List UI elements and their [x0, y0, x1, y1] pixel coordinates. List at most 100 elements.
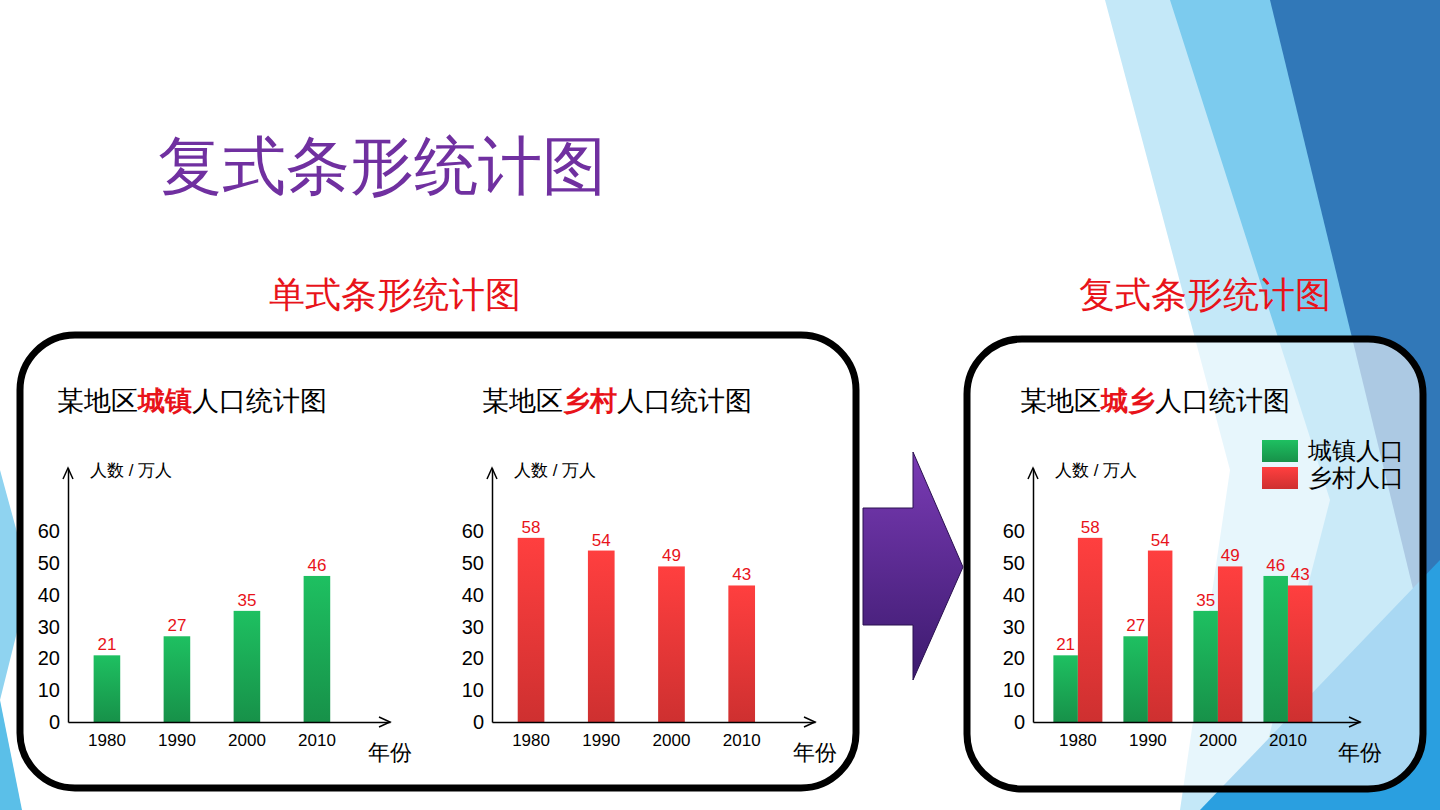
y-tick-label: 40 [38, 584, 60, 606]
panel-box [967, 339, 1423, 789]
y-tick-label: 50 [1003, 552, 1025, 574]
y-tick: 40 [1003, 584, 1033, 606]
bar [1263, 576, 1288, 722]
bar [588, 551, 615, 722]
legend-swatch [1262, 467, 1298, 489]
legend: 城镇人口乡村人口 [1262, 437, 1404, 491]
chart: 某地区城乡人口统计图212735465854494301020304050601… [1003, 386, 1404, 765]
data-label: 49 [1221, 546, 1240, 565]
title-part: 城乡 [1100, 386, 1155, 416]
x-tick-label: 1990 [582, 731, 620, 750]
x-axis: 1980 1990 2000 2010 [69, 722, 391, 750]
x-tick-label: 2000 [653, 731, 691, 750]
chart-title: 某地区乡村人口统计图 [482, 386, 752, 416]
title-part: 某地区 [482, 386, 563, 416]
y-tick-label: 10 [38, 679, 60, 701]
bar [164, 636, 191, 722]
y-axis: 0 10 20 30 40 50 60 [1003, 469, 1034, 733]
x-tick-label: 1990 [158, 731, 196, 750]
chart: 某地区乡村人口统计图585449430102030405060198019902… [462, 386, 837, 765]
y-tick-label: 60 [38, 520, 60, 542]
y-tick: 30 [38, 616, 68, 638]
data-label: 49 [662, 546, 681, 565]
legend-label: 城镇人口 [1307, 437, 1404, 464]
y-tick: 10 [1003, 679, 1033, 701]
y-tick: 0 [49, 711, 68, 733]
title-part: 人口统计图 [617, 386, 752, 416]
y-tick: 0 [1014, 711, 1033, 733]
y-tick: 20 [1003, 647, 1033, 669]
data-label: 58 [522, 518, 541, 537]
data-label: 27 [1126, 616, 1145, 635]
bar [1193, 611, 1218, 722]
y-tick: 30 [1003, 616, 1033, 638]
y-tick: 20 [462, 647, 492, 669]
y-tick: 60 [38, 520, 68, 542]
y-tick: 10 [462, 679, 492, 701]
y-tick: 40 [38, 584, 68, 606]
bar [1053, 655, 1078, 722]
title-part: 城镇 [137, 386, 192, 416]
y-tick-label: 30 [462, 616, 484, 638]
y-tick-label: 10 [1003, 679, 1025, 701]
slide-title: 复式条形统计图 [158, 130, 606, 202]
x-tick: 1980 [88, 722, 126, 750]
title-part: 某地区 [1020, 386, 1101, 416]
y-tick-label: 20 [38, 647, 60, 669]
bar [234, 611, 261, 722]
x-tick-label: 2010 [1269, 731, 1307, 750]
bars [518, 538, 755, 722]
bar [1148, 551, 1173, 722]
decoration [0, 0, 1440, 810]
chart-title: 某地区城乡人口统计图 [1020, 386, 1290, 416]
section-heading: 单式条形统计图 [269, 274, 521, 315]
data-labels: 21273546 [97, 556, 326, 654]
y-axis: 0102030405060 [462, 469, 493, 733]
y-tick: 50 [1003, 552, 1033, 574]
bars [94, 576, 331, 722]
x-tick: 2010 [298, 722, 336, 750]
data-label: 46 [307, 556, 326, 575]
chart-title: 某地区城镇人口统计图 [57, 386, 327, 416]
y-axis-line [1033, 469, 1035, 723]
title-part: 某地区 [57, 386, 138, 416]
x-axis: 1980199020002010 [493, 722, 816, 750]
y-axis-title: 人数 / 万人 [514, 461, 596, 480]
title-part: 人口统计图 [192, 386, 327, 416]
y-axis-line [492, 469, 494, 723]
bar [94, 655, 121, 722]
legend-label: 乡村人口 [1308, 464, 1404, 491]
bars [1053, 538, 1312, 722]
y-tick-label: 20 [462, 647, 484, 669]
x-tick-label: 1980 [1059, 731, 1097, 750]
bar [728, 585, 755, 722]
y-axis-title: 人数 / 万人 [1055, 461, 1137, 480]
bar [1123, 636, 1148, 722]
y-tick-label: 40 [1003, 584, 1025, 606]
data-labels: 58544943 [522, 518, 752, 585]
data-label: 21 [97, 635, 116, 654]
axis-arrow [804, 717, 815, 727]
x-tick: 2000 [228, 722, 266, 750]
y-tick-label: 30 [38, 616, 60, 638]
y-tick: 0 [473, 711, 492, 733]
title-part: 人口统计图 [1155, 386, 1290, 416]
bar [658, 566, 685, 722]
data-label: 35 [1196, 591, 1215, 610]
y-axis-title: 人数 / 万人 [90, 461, 172, 480]
axis-arrow [1028, 468, 1038, 479]
x-axis-title: 年份 [793, 740, 837, 765]
y-tick-label: 60 [1003, 520, 1025, 542]
bar [1218, 566, 1243, 722]
y-tick: 40 [462, 584, 492, 606]
y-tick: 60 [462, 520, 492, 542]
x-tick: 1990 [1129, 722, 1167, 750]
y-tick-label: 0 [473, 711, 484, 733]
y-tick-label: 0 [49, 711, 60, 733]
axis-arrow [487, 468, 497, 479]
data-label: 21 [1056, 635, 1075, 654]
y-tick-label: 50 [38, 552, 60, 574]
title-part: 乡村 [563, 386, 617, 416]
x-tick: 1990 [582, 722, 620, 750]
data-label: 46 [1266, 556, 1285, 575]
